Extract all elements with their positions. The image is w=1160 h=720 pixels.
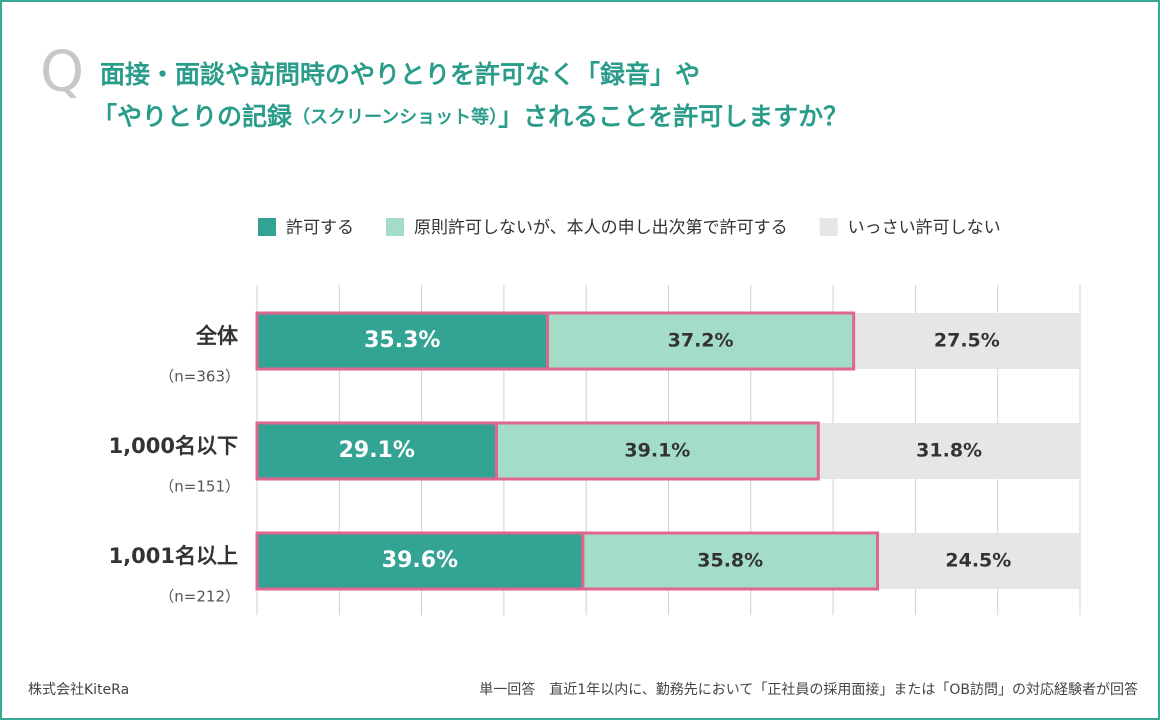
legend-label: 原則許可しないが、本人の申し出次第で許可する [414, 218, 788, 238]
bar-segment [853, 313, 1080, 369]
title-part: 「やりとりの記録 [92, 102, 293, 131]
value-label: 31.8% [916, 440, 982, 462]
title-part: 」されることを許可しますか？ [498, 102, 848, 131]
legend: 許可する 原則許可しないが、本人の申し出次第で許可する いっさい許可しない [258, 218, 1001, 238]
q-mark: Q [40, 40, 84, 105]
legend-swatch [819, 218, 838, 236]
category-label: 1,000名以下 [109, 434, 238, 458]
value-label: 39.6% [382, 548, 458, 573]
legend-label: 許可する [286, 218, 354, 238]
legend-label: いっさい許可しない [848, 218, 1001, 238]
value-label: 35.8% [697, 550, 763, 572]
category-label: 1,001名以上 [109, 544, 238, 568]
legend-swatch [386, 218, 404, 236]
footer-left: 株式会社KiteRa [28, 682, 129, 698]
title-part: （スクリーンショット等） [292, 106, 498, 128]
category-label: 全体 [195, 324, 239, 348]
value-label: 27.5% [934, 330, 1000, 352]
bar-segment [496, 423, 819, 479]
value-label: 37.2% [668, 330, 734, 352]
chart-title: 「やりとりの記録（スクリーンショット等）」されることを許可しますか？ [92, 102, 848, 131]
chart-title: 面接・面談や訪問時のやりとりを許可なく「録音」や [100, 60, 700, 89]
category-note: （n=212） [159, 588, 240, 606]
highlight-outline [255, 311, 856, 371]
bar-segment [582, 533, 878, 589]
bar-segment [257, 423, 497, 479]
bar-segment [257, 533, 583, 589]
value-label: 39.1% [624, 440, 690, 462]
category-note: （n=363） [159, 368, 240, 386]
legend-swatch [258, 218, 276, 236]
highlight-outline [255, 421, 820, 481]
value-label: 24.5% [945, 550, 1011, 572]
category-note: （n=151） [159, 478, 240, 496]
bar-segment [257, 313, 548, 369]
value-label: 29.1% [339, 438, 415, 463]
value-label: 35.3% [364, 328, 440, 353]
bar-segment [547, 313, 854, 369]
bar-segment [877, 533, 1080, 589]
highlight-outline [255, 531, 880, 591]
footer-right: 単一回答 直近1年以内に、勤務先において「正社員の採用面接」または「OB訪問」の… [479, 681, 1138, 698]
bar-segment [818, 423, 1080, 479]
